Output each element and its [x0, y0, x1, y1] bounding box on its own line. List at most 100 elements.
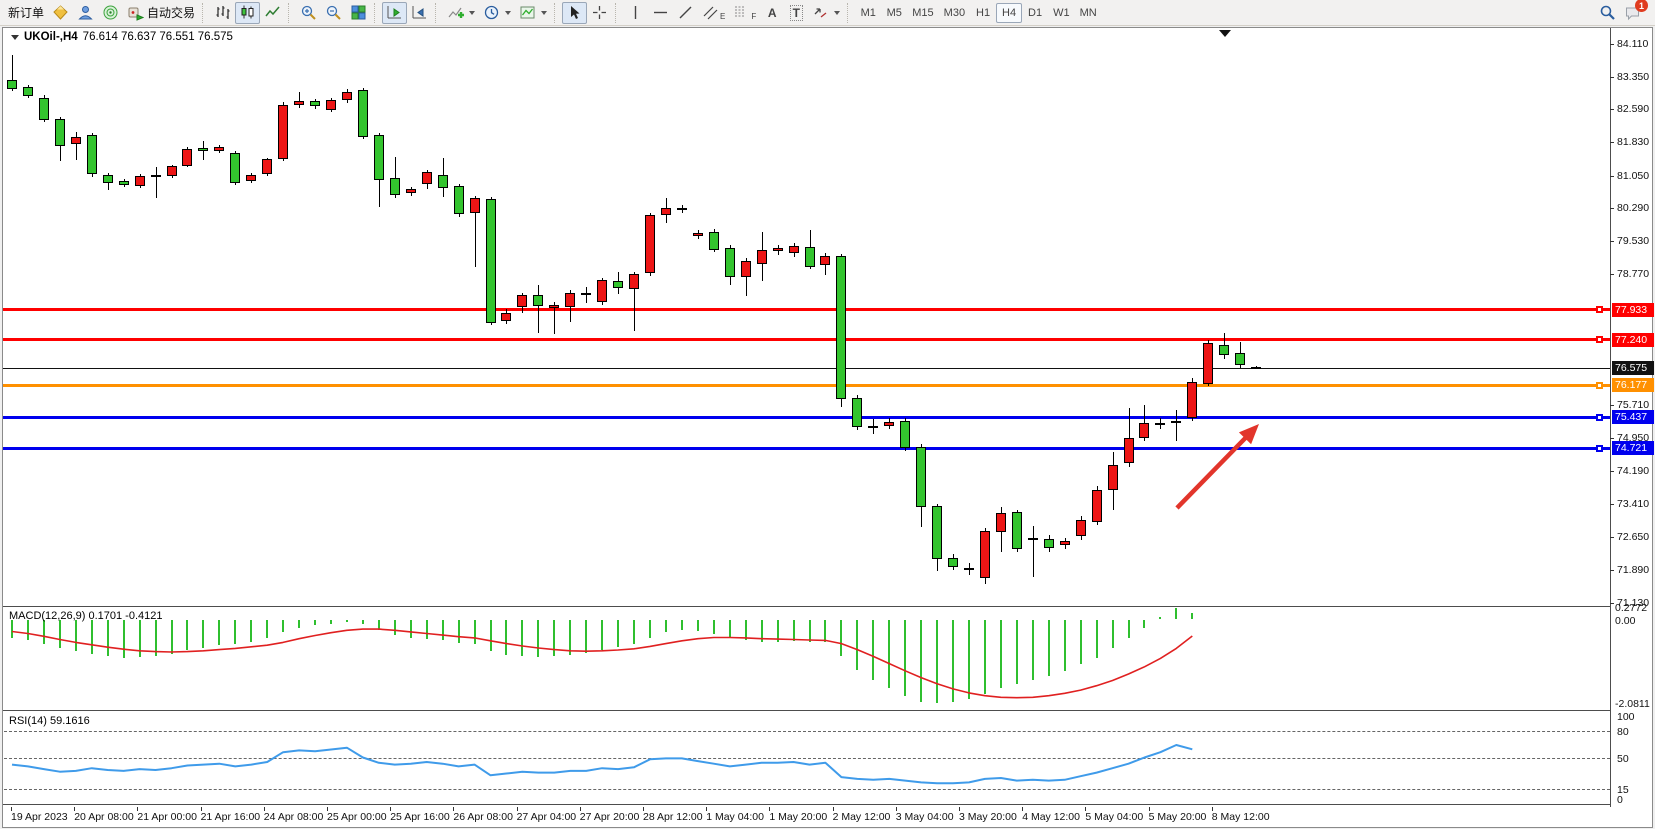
price-tick-mark [1610, 142, 1614, 144]
price-line-current-price[interactable] [3, 367, 1610, 369]
candle [485, 199, 496, 323]
price-line-handle[interactable] [1596, 336, 1603, 344]
candlestick-chart-button[interactable] [235, 1, 261, 24]
chart-shift-button[interactable] [407, 2, 432, 24]
equidistant-channel-button[interactable]: E [698, 2, 729, 24]
timeframe-button-m15[interactable]: M15 [912, 6, 934, 19]
dropdown-caret-icon [505, 10, 512, 15]
macd-indicator-label: MACD(12,26,9) 0.1701 -0.4121 [9, 610, 163, 622]
time-tick-mark [200, 807, 202, 811]
text-label-button[interactable]: T [784, 2, 808, 24]
bar-chart-button[interactable] [210, 2, 235, 24]
fibonacci-icon [735, 6, 746, 17]
collapse-caret-icon[interactable] [11, 34, 19, 40]
crosshair-button[interactable] [587, 2, 612, 24]
timeframe-button-mn[interactable]: MN [1079, 6, 1097, 19]
candle [772, 248, 783, 251]
price-tick-label: 71.890 [1617, 563, 1650, 576]
price-line-support[interactable] [3, 446, 1610, 450]
candle [262, 158, 273, 174]
time-axis-label: 5 May 04:00 [1085, 811, 1144, 823]
price-tick-label: 71.130 [1617, 596, 1650, 609]
macd-histogram-bar [808, 619, 811, 642]
candle [166, 166, 177, 176]
timeframe-button-m1[interactable]: M1 [860, 6, 876, 19]
candle [1027, 538, 1038, 541]
macd-histogram-bar [601, 619, 604, 650]
macd-histogram-bar [409, 619, 412, 638]
time-axis-label: 2 May 12:00 [832, 811, 891, 823]
macd-histogram-bar [202, 619, 205, 648]
price-line-resistance[interactable] [3, 338, 1610, 342]
price-tick-label: 82.590 [1617, 103, 1650, 116]
time-tick-mark [769, 807, 771, 811]
fibonacci-button[interactable]: F [729, 2, 760, 24]
cursor-button[interactable] [562, 1, 588, 24]
macd-histogram-bar [330, 619, 332, 624]
trendline-button[interactable] [673, 2, 698, 24]
annotation-arrow-head[interactable] [1238, 424, 1259, 445]
macd-histogram-bar [282, 619, 285, 633]
toolbar-separator [554, 2, 559, 23]
pane-separator[interactable] [3, 710, 1610, 711]
timeframe-button-w1[interactable]: W1 [1053, 6, 1070, 19]
chart-area[interactable]: UKOil-,H4 76.614 76.637 76.551 76.575 MA… [3, 28, 1654, 827]
price-line-support[interactable] [3, 415, 1610, 419]
toolbar-separator [615, 2, 620, 23]
zoom-in-button[interactable] [296, 2, 321, 24]
candle [310, 101, 321, 106]
timeframe-button-h1[interactable]: H1 [976, 6, 991, 19]
timeframe-button-d1[interactable]: D1 [1028, 6, 1043, 19]
indicators-button[interactable] [443, 2, 479, 24]
annotation-arrow-line[interactable] [1175, 432, 1251, 510]
gold-crystal-icon [52, 4, 69, 21]
price-line-handle[interactable] [1596, 444, 1603, 452]
templates-button[interactable] [515, 2, 551, 24]
horizontal-line-button[interactable] [648, 2, 673, 24]
macd-histogram-bar [776, 619, 779, 642]
candle [22, 87, 33, 96]
new-order-button[interactable]: 新订单 [4, 2, 48, 24]
candle [1235, 353, 1246, 365]
price-tick-mark [1610, 438, 1614, 440]
notifications-button[interactable]: 1 [1624, 0, 1648, 21]
symbol-header[interactable]: UKOil-,H4 76.614 76.637 76.551 76.575 [11, 31, 233, 43]
time-tick-mark [74, 807, 76, 811]
macd-histogram-bar [792, 619, 795, 641]
search-icon[interactable] [1599, 4, 1616, 21]
candle-wick [474, 195, 476, 267]
market-depth-button[interactable] [48, 2, 73, 24]
signals-button[interactable] [98, 2, 123, 24]
macd-histogram-bar [649, 619, 651, 638]
price-tick-label: 81.830 [1617, 136, 1650, 149]
price-line-handle[interactable] [1596, 306, 1603, 314]
price-line-resistance[interactable] [3, 308, 1610, 312]
arrows-button[interactable] [808, 2, 844, 24]
clock-icon [484, 5, 499, 20]
price-line-handle[interactable] [1596, 381, 1603, 389]
vertical-line-button[interactable] [623, 2, 648, 24]
text-button[interactable]: A [760, 2, 784, 24]
rsi-level-line [4, 730, 1610, 732]
zoom-out-button[interactable] [321, 2, 346, 24]
price-line-pivot[interactable] [3, 383, 1610, 387]
candle [54, 118, 65, 147]
macd-histogram-bar [664, 619, 667, 633]
auto-trading-button[interactable]: 自动交易 [123, 2, 199, 24]
timeframe-button-h4[interactable]: H4 [996, 2, 1023, 23]
timeframe-button-m30[interactable]: M30 [943, 6, 966, 19]
pane-separator[interactable] [3, 606, 1610, 607]
time-tick-mark [895, 807, 897, 811]
price-line-handle[interactable] [1596, 413, 1603, 421]
tile-windows-button[interactable] [346, 2, 371, 24]
periods-button[interactable] [479, 2, 515, 24]
candle [884, 422, 895, 426]
line-chart-button[interactable] [260, 2, 285, 24]
rsi-indicator-label: RSI(14) 59.1616 [9, 715, 90, 727]
pane-separator[interactable] [3, 804, 1610, 805]
candle-wick [12, 55, 13, 91]
timeframe-button-m5[interactable]: M5 [886, 6, 902, 19]
profile-button[interactable] [73, 2, 98, 24]
auto-scroll-button[interactable] [382, 1, 408, 24]
time-axis-label: 5 May 20:00 [1148, 811, 1207, 823]
